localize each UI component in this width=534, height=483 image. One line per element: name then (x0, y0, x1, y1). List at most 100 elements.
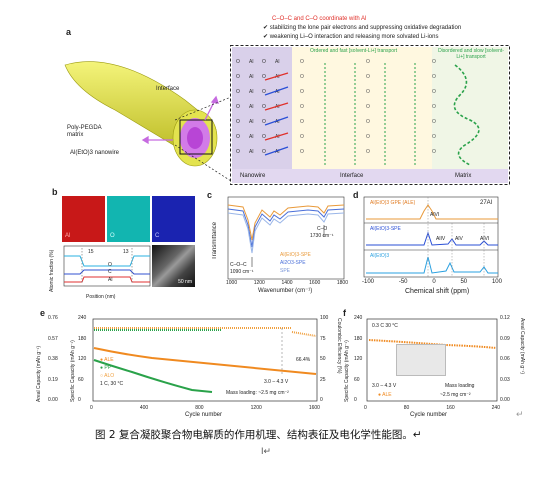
d-xtick: -50 (398, 279, 408, 285)
d-peak-2: AlIV (436, 236, 446, 242)
c-xlabel: Wavenumber (cm⁻¹) (258, 288, 313, 294)
ann-co: C–O (317, 226, 328, 232)
f-right-tick: 0.00 (500, 397, 510, 403)
li-flow-arrows (141, 95, 219, 145)
lattice-atom: O (300, 74, 304, 80)
f-left-tick: 60 (354, 376, 360, 383)
lattice-atom: O (236, 134, 240, 140)
lattice-atom: Al (275, 59, 279, 65)
lattice-atom: Al (249, 104, 253, 110)
disordered-transport-path (453, 64, 480, 166)
lattice-atom: Al (249, 89, 253, 95)
tem-image: 50 nm (152, 245, 195, 287)
e-left2-tick: 60 (78, 376, 84, 383)
legend-alo: ○ ALO (100, 373, 115, 379)
zoom-lines (175, 96, 232, 182)
ann-1090: 1090 cm⁻¹ (230, 269, 254, 275)
d-peak-1: AlVI (430, 212, 440, 218)
e-left2-tick: 0 (78, 397, 81, 403)
lattice-atom: Al (249, 149, 253, 155)
lattice-atom: O (432, 149, 436, 155)
lattice-atom: O (300, 104, 304, 110)
c-xtick: 1800 (336, 280, 348, 286)
d-xlabel: Chemical shift (ppm) (405, 288, 470, 295)
lattice-atom: O (300, 59, 304, 65)
e-left-tick: 0.38 (48, 356, 58, 362)
lattice-atom: O (366, 119, 370, 125)
d-trace-2: Al(EtO)3-SPE (370, 226, 401, 232)
f-left-tick: 120 (354, 356, 363, 362)
lattice-atom: O (432, 74, 436, 80)
e-xtick: 800 (195, 405, 204, 411)
lattice-atom: Al (275, 89, 279, 95)
legend-ale: ● ALE (100, 357, 114, 363)
lattice-atom: O (366, 74, 370, 80)
lattice-atom: O (432, 104, 436, 110)
lattice-atom: O (366, 134, 370, 140)
figure-caption: 图 2 复合凝胶聚合物电解质的作用机理、结构表征及电化学性能图。↵ (95, 429, 422, 441)
marker-13: 13 (123, 249, 129, 255)
c-xtick: 1400 (281, 280, 293, 286)
atom-lattice: O Al O Al O O O O Al O Al O O O O Al O Al O O O O Al O Al O O O O Al O… (236, 59, 436, 155)
lattice-atom: O (300, 134, 304, 140)
f-mass-2: ~2.5 mg cm⁻² (440, 392, 471, 398)
e-right-tick: 50 (320, 356, 326, 362)
c-map: C (152, 196, 195, 242)
lattice-atom: O (236, 149, 240, 155)
f-left-tick: 180 (354, 335, 363, 342)
al-map-label: Al (65, 233, 71, 239)
e-left2-ticks: 240 180 120 60 0 (78, 315, 86, 403)
coordination-arrows (264, 72, 289, 156)
lattice-atom: Al (275, 134, 279, 140)
e-right-tick: 0 (320, 397, 323, 403)
region-matrix-label: Matrix (455, 173, 472, 179)
f-xtick: 0 (364, 405, 367, 411)
bullet-1-text: stabilizing the lone pair electrons and … (269, 25, 462, 31)
legend-pp: ● PP (100, 365, 112, 371)
e-right-ticks: 100 75 50 25 0 (320, 315, 328, 403)
panel-label-e: e (40, 308, 46, 318)
e-xtick: 0 (90, 405, 93, 411)
lattice-atom: O (432, 89, 436, 95)
d-xtick: -100 (362, 279, 375, 285)
nanowire-label: Al(EtO)3 nanowire (70, 150, 120, 156)
al-map: Al (62, 196, 105, 242)
e-left-ticks: 0.76 0.57 0.38 0.19 0.00 (48, 315, 58, 403)
f-xtick: 80 (403, 405, 410, 411)
b-ylabel: Atomic fraction (%) (49, 249, 55, 292)
region-interface-label: Interface (340, 173, 364, 179)
e-left2-tick: 240 (78, 315, 87, 321)
disordered-text: Disordered and slow [solvent-Li+] transp… (438, 48, 504, 60)
ftir-chart (227, 196, 345, 280)
c-xtick: 1600 (309, 280, 321, 286)
d-xtick: 100 (491, 279, 502, 285)
lattice-atom: Al (249, 74, 253, 80)
lattice-atom: Al (275, 74, 279, 80)
b-xlabel: Position (nm) (86, 294, 116, 300)
d-trace-3: Al(EtO)3 (370, 253, 390, 259)
f-right-tick: 0.12 (500, 315, 510, 321)
f-rate: 0.3 C 30 °C (372, 323, 398, 329)
d-xticks: -100 -50 0 50 100 (362, 279, 502, 286)
e-mass-loading: Mass loading: ~2.5 mg cm⁻² (226, 390, 289, 396)
lattice-atom: O (366, 149, 370, 155)
legend-alo-text: ALO (104, 373, 115, 379)
c-legend-1: Al(EtO)3-SPE (280, 252, 311, 258)
ann-1730: 1730 cm⁻¹ (310, 233, 334, 239)
f-mass-1: Mass loading (445, 383, 475, 389)
e-left-tick: 0.19 (48, 376, 58, 383)
bullet-1: ✔ stabilizing the lone pair electrons an… (263, 25, 462, 31)
c-xtick: 1000 (226, 280, 238, 286)
text-cursor-mark[interactable]: I↵ (261, 446, 272, 456)
ordered-text: Ordered and fast [solvent-Li+] transport (310, 48, 398, 54)
lattice-atom: Al (275, 104, 279, 110)
f-xtick: 160 (446, 405, 455, 411)
d-peak-4: AlVI (480, 236, 490, 242)
paragraph-mark: ↵ (516, 409, 524, 419)
line-label-al: Al (108, 277, 113, 283)
eds-line-profile (63, 245, 151, 287)
ordered-transport-arrows (324, 63, 416, 165)
lattice-atom: O (262, 134, 266, 140)
nmr-chart (363, 196, 499, 278)
electrolyte-photo (396, 344, 446, 376)
